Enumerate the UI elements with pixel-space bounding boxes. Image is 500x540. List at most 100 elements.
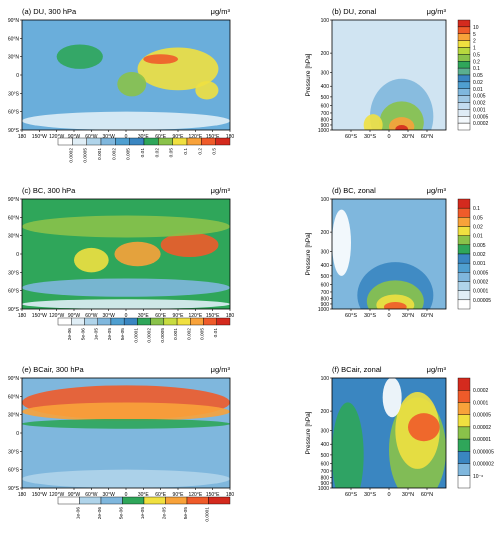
panel-f-ytick-label: 400 <box>321 442 330 448</box>
panel-d-field <box>332 199 446 309</box>
panel-c-region-1 <box>160 232 219 258</box>
panel-d-colorbar-box <box>457 207 471 218</box>
panel-f-colorbar-label: 0.00001 <box>473 437 491 443</box>
panel-c-colorbar-box <box>216 317 231 326</box>
panel-b-colorbar-box <box>457 116 471 124</box>
panel-d-colorbar-label: 0.0002 <box>473 280 489 286</box>
panel-d-colorbar-box <box>457 198 471 209</box>
panel-e-title: (e) BCair, 300 hPa <box>22 365 85 374</box>
panel-b-colorbar-box <box>457 88 471 96</box>
panel-a-ytick-label: 60°S <box>8 110 20 116</box>
panel-c-field <box>22 199 230 309</box>
panel-f-colorbar-box <box>457 463 471 476</box>
panel-b-ytick-label: 200 <box>321 51 330 57</box>
panel-f-region-4 <box>382 378 402 418</box>
panel-b-colorbar-label: 0.05 <box>473 73 483 79</box>
panel-d-ytick-label: 700 <box>321 290 330 296</box>
panel-a-colorbar-label: 0.002 <box>111 148 117 160</box>
panel-a: (a) DU, 300 hPa μg/m³ 180 150°W 120°W 90°W 60°… <box>8 7 235 163</box>
panel-c-colorbar-label: 0.005 <box>200 328 206 340</box>
panel-f-units: μg/m³ <box>427 365 447 374</box>
panel-c-xtick-label: 30°W <box>103 313 116 319</box>
panel-d-colorbar-label: 0.01 <box>473 234 483 240</box>
panel-d-colorbar-label: 0.001 <box>473 261 486 267</box>
panel-c-ytick-label: 0 <box>16 252 19 258</box>
panel-f-ytick-label: 800 <box>321 475 330 481</box>
panel-c-colorbar-box <box>57 317 72 326</box>
panel-b-colorbar-label: 1 <box>473 46 476 52</box>
panel-a-ytick-label: 0 <box>16 73 19 79</box>
panel-d-colorbar-label: 0.05 <box>473 215 483 221</box>
panel-d-ytick-label: 900 <box>321 302 330 308</box>
panel-e-colorbar-box <box>100 496 123 505</box>
panel-e-colorbar-box <box>186 496 209 505</box>
panel-d-colorbar-box <box>457 262 471 273</box>
panel-a-colorbar-label: 0.5 <box>212 148 218 155</box>
panel-b-region-3 <box>363 114 383 130</box>
panel-f-colorbar-box <box>457 390 471 403</box>
panel-c-colorbar-label: 0.0005 <box>160 328 166 343</box>
panel-b-ytick-label: 600 <box>321 104 330 110</box>
panel-b-colorbar-box <box>457 40 471 48</box>
panel-c-colorbar-label: 2e-05 <box>107 328 113 341</box>
panel-b-colorbar-box <box>457 26 471 34</box>
panel-c-region-0 <box>114 241 161 267</box>
panel-a-colorbar-box <box>143 137 159 146</box>
panel-d-title: (d) BC, zonal <box>332 186 376 195</box>
panel-a-colorbar-box <box>115 137 130 146</box>
panel-d-ytick-label: 400 <box>321 263 330 269</box>
panel-d-colorbar-label: 0.005 <box>473 243 486 249</box>
panel-a-colorbar-label: 0.02 <box>154 148 160 158</box>
panel-a-colorbar-label: 0.001 <box>97 148 103 160</box>
panel-c-colorbar-box <box>123 317 138 326</box>
panel-e-colorbar-box <box>122 496 145 505</box>
panel-c-xtick-label: 180 <box>18 313 27 319</box>
panel-e-xtick-label: 90°W <box>68 492 81 498</box>
panel-e-xtick-label: 60°E <box>155 492 167 498</box>
panel-f-region-3 <box>332 402 364 488</box>
panel-c-colorbar-label: 5e-06 <box>80 328 86 341</box>
panel-e-xtick-label: 120°W <box>49 492 64 498</box>
panel-c-xtick-label: 60°E <box>155 313 167 319</box>
panel-b-colorbar-label: 0.01 <box>473 87 483 93</box>
panel-d-xtick-label: 60°N <box>421 313 433 319</box>
panel-a-xtick-label: 90°W <box>68 134 81 140</box>
panel-a-colorbar-box <box>201 137 216 146</box>
panel-c-colorbar-box <box>176 317 191 326</box>
panel-e-colorbar-box <box>165 496 188 505</box>
panel-a-colorbar-label: 0.05 <box>169 148 175 158</box>
panel-b-ytick-label: 700 <box>321 111 330 117</box>
panel-e-units: μg/m³ <box>211 365 231 374</box>
panel-c-region-3 <box>22 215 230 238</box>
panel-c-colorbar-box <box>84 317 98 326</box>
panel-c-xtick-label: 150°W <box>32 313 47 319</box>
panel-d-xtick-label: 30°S <box>364 313 376 319</box>
panel-d-xtick-label: 60°S <box>345 313 357 319</box>
panel-f-colorbar-label: 0.000002 <box>473 462 494 468</box>
panel-f-region-2 <box>408 413 440 442</box>
panel-b-colorbar-label: 0.2 <box>473 59 480 65</box>
panel-b-colorbar-box <box>457 33 471 41</box>
panel-d-colorbar-label: 0.0001 <box>473 289 489 295</box>
panel-c-colorbar-label: 0.0001 <box>133 328 139 343</box>
panel-f-xtick-label: 60°N <box>421 492 433 498</box>
panel-f-xtick-label: 0 <box>387 492 390 498</box>
panel-c-region-5 <box>22 299 230 309</box>
panel-a-colorbar-label: 0.01 <box>140 148 146 158</box>
panel-e-xtick-label: 150°E <box>206 492 220 498</box>
panel-c-ytick-label: 60°S <box>8 289 20 295</box>
panel-c-region-2 <box>74 247 109 273</box>
panel-f-colorbar-label: 0.0002 <box>473 388 489 394</box>
panel-f-ytick-label: 500 <box>321 453 330 459</box>
panel-b-xtick-label: 60°S <box>345 134 357 140</box>
panel-b-ylabel: Pressure [hPa] <box>305 53 312 96</box>
panel-e-xtick-label: 120°E <box>188 492 202 498</box>
panel-c-colorbar-label: 1e-05 <box>94 328 100 341</box>
panel-e-ytick-label: 60°N <box>8 394 20 400</box>
panel-e-ytick-label: 90°S <box>8 486 20 492</box>
panel-d-units: μg/m³ <box>427 186 447 195</box>
panel-c-region-4 <box>22 278 230 297</box>
panel-b-colorbar-label: 0.005 <box>473 94 486 100</box>
panel-a-region-2 <box>117 71 147 97</box>
panel-b-colorbar-box <box>457 109 471 117</box>
